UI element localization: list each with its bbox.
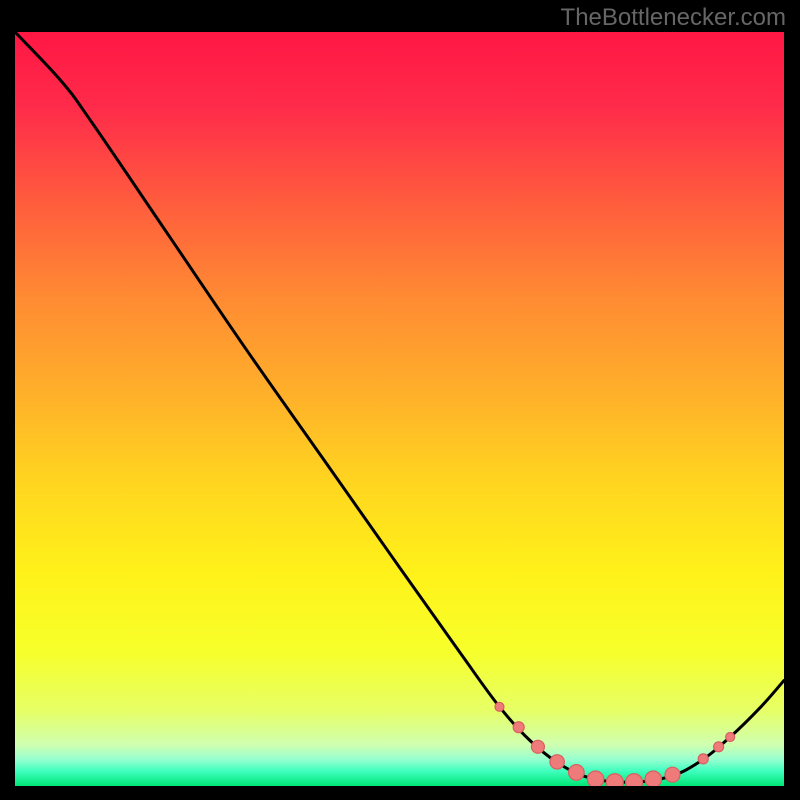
curve-marker xyxy=(726,732,735,741)
curve-marker xyxy=(569,765,585,781)
curve-marker xyxy=(698,754,708,764)
curve-marker xyxy=(531,740,544,753)
bottleneck-curve xyxy=(15,32,784,782)
curve-marker xyxy=(495,702,504,711)
curve-marker xyxy=(550,755,564,769)
curve-marker xyxy=(626,774,643,786)
curve-marker xyxy=(714,742,724,752)
curve-marker xyxy=(645,771,661,786)
curve-marker xyxy=(665,767,680,782)
curve-marker xyxy=(587,771,603,786)
curve-markers xyxy=(495,702,735,786)
curve-marker xyxy=(513,722,524,733)
chart-curve-layer xyxy=(15,32,784,786)
watermark-text: TheBottlenecker.com xyxy=(561,4,786,32)
chart-plot-area xyxy=(15,32,784,786)
curve-marker xyxy=(606,774,623,786)
